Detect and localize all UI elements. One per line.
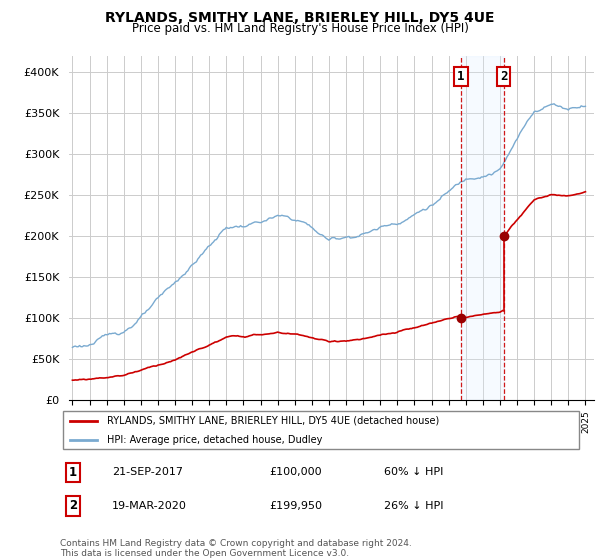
Text: £100,000: £100,000 [269, 468, 322, 478]
FancyBboxPatch shape [62, 411, 580, 449]
Text: 1: 1 [69, 466, 77, 479]
Text: RYLANDS, SMITHY LANE, BRIERLEY HILL, DY5 4UE (detached house): RYLANDS, SMITHY LANE, BRIERLEY HILL, DY5… [107, 416, 439, 426]
Text: 60% ↓ HPI: 60% ↓ HPI [383, 468, 443, 478]
Text: RYLANDS, SMITHY LANE, BRIERLEY HILL, DY5 4UE: RYLANDS, SMITHY LANE, BRIERLEY HILL, DY5… [105, 11, 495, 25]
Bar [461, 56, 503, 400]
Text: Contains HM Land Registry data © Crown copyright and database right 2024.
This d: Contains HM Land Registry data © Crown c… [60, 539, 412, 558]
Text: 2: 2 [69, 500, 77, 512]
Text: 1: 1 [457, 70, 465, 83]
Text: 26% ↓ HPI: 26% ↓ HPI [383, 501, 443, 511]
Text: 19-MAR-2020: 19-MAR-2020 [112, 501, 187, 511]
Text: £199,950: £199,950 [269, 501, 322, 511]
Text: 2: 2 [500, 70, 507, 83]
Text: 21-SEP-2017: 21-SEP-2017 [112, 468, 183, 478]
Text: Price paid vs. HM Land Registry's House Price Index (HPI): Price paid vs. HM Land Registry's House … [131, 22, 469, 35]
Text: HPI: Average price, detached house, Dudley: HPI: Average price, detached house, Dudl… [107, 435, 322, 445]
